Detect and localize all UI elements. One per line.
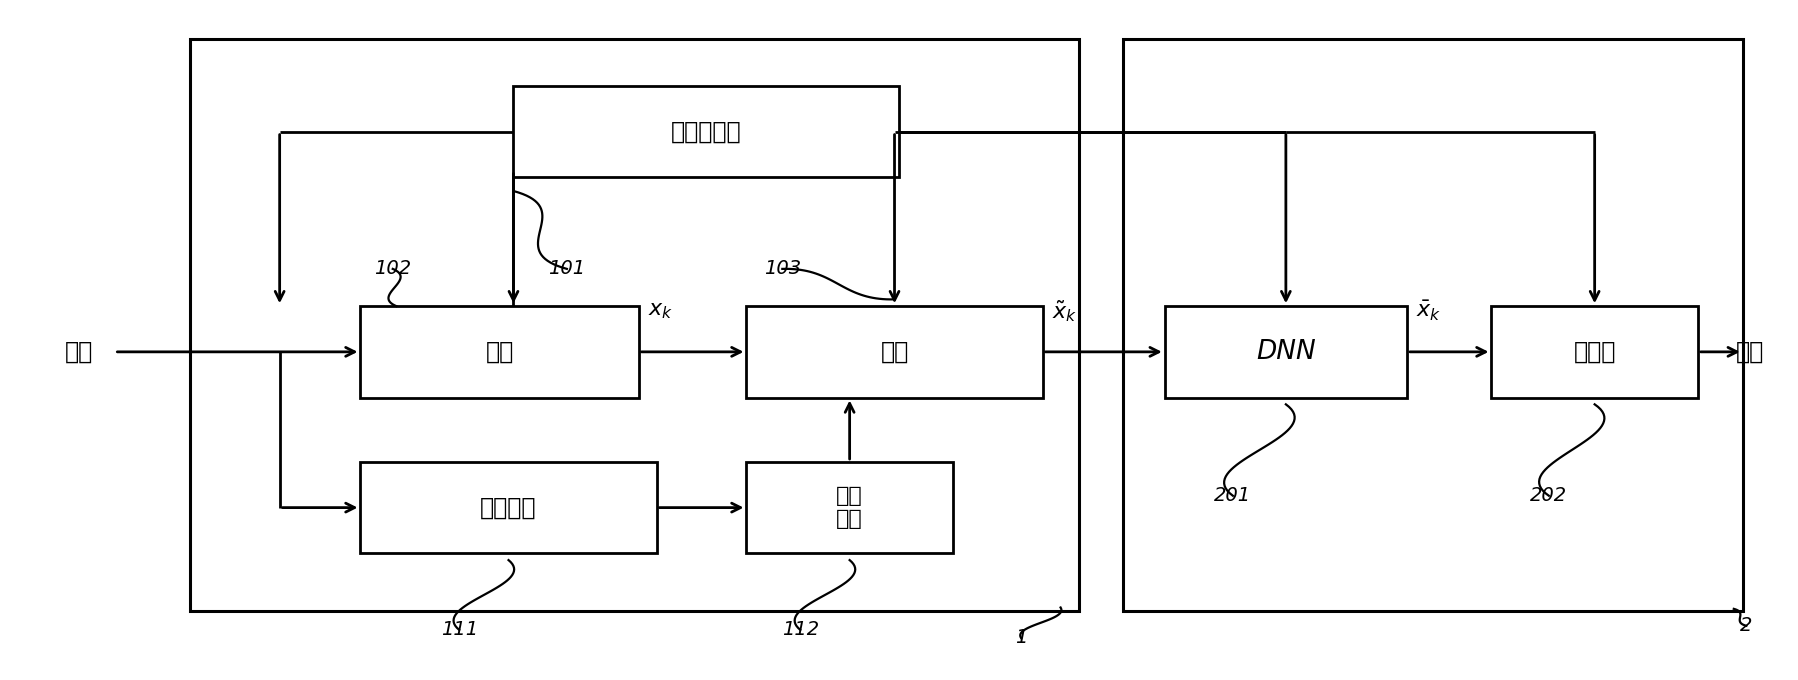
Text: 变换: 变换	[485, 340, 514, 364]
Text: 202: 202	[1530, 486, 1568, 505]
Text: 输出: 输出	[1735, 339, 1764, 364]
Text: 逆变换: 逆变换	[1573, 340, 1616, 364]
Text: $\bar{x}_k$: $\bar{x}_k$	[1417, 299, 1442, 323]
Bar	[1124, 39, 1742, 611]
Bar	[512, 86, 899, 177]
Text: 111: 111	[441, 620, 478, 639]
Text: $x_k$: $x_k$	[647, 301, 672, 321]
Text: 112: 112	[782, 620, 818, 639]
Text: 比特
分配: 比特 分配	[836, 486, 863, 529]
Text: 1: 1	[1014, 628, 1027, 647]
Text: 2: 2	[1740, 616, 1753, 635]
Bar	[360, 462, 656, 554]
Text: 201: 201	[1214, 486, 1251, 505]
Bar	[360, 306, 638, 398]
Text: 102: 102	[374, 259, 412, 278]
Text: 101: 101	[548, 259, 586, 278]
Text: DNN: DNN	[1257, 339, 1316, 365]
Text: 瞬态检测器: 瞬态检测器	[671, 120, 741, 143]
Bar	[1491, 306, 1697, 398]
Text: 量化: 量化	[881, 340, 908, 364]
Text: $\tilde{x}_k$: $\tilde{x}_k$	[1052, 299, 1077, 324]
Bar	[1165, 306, 1408, 398]
Text: 感知模型: 感知模型	[480, 496, 538, 520]
Bar	[191, 39, 1079, 611]
Text: 103: 103	[764, 259, 800, 278]
Bar	[746, 462, 953, 554]
Bar	[746, 306, 1043, 398]
Text: 输入: 输入	[65, 339, 93, 364]
